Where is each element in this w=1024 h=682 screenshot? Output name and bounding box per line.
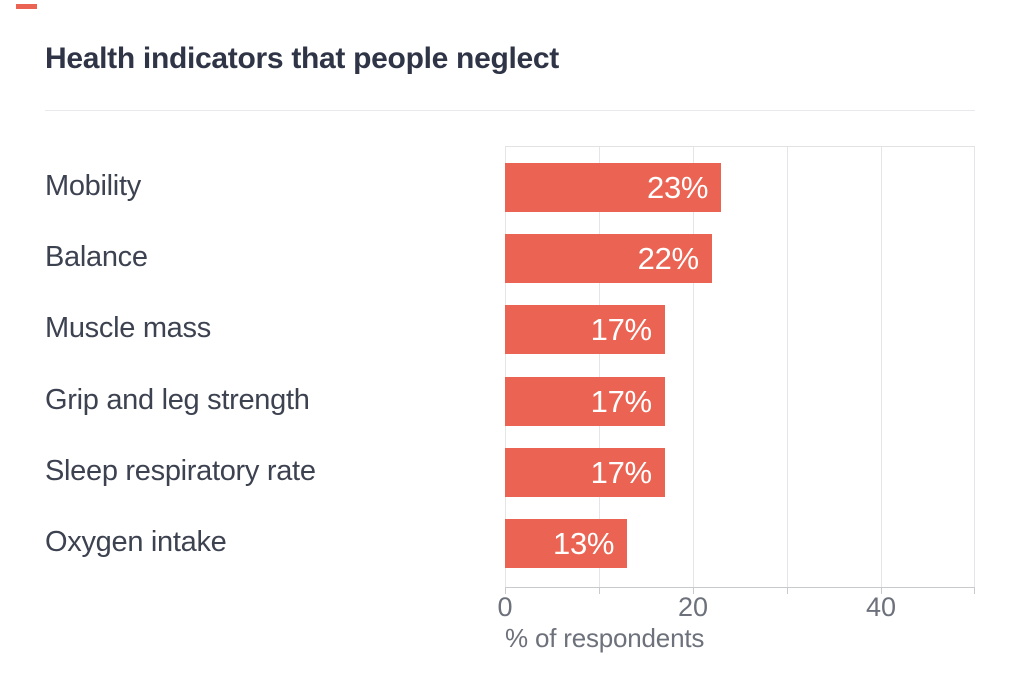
bar-muscle-mass: 17% bbox=[505, 305, 665, 355]
bar-value-label: 23% bbox=[647, 170, 709, 205]
gridline-20 bbox=[693, 147, 694, 587]
gridline-40 bbox=[881, 147, 882, 587]
bar-mobility: 23% bbox=[505, 163, 722, 212]
category-label-mobility: Mobility bbox=[45, 170, 141, 202]
axis-tick-50 bbox=[974, 588, 975, 594]
x-tick-label-0: 0 bbox=[497, 592, 513, 622]
chart-title: Health indicators that people neglect bbox=[45, 42, 559, 75]
axis-tick-10 bbox=[599, 588, 600, 594]
bar-sleep-respiratory-rate: 17% bbox=[505, 447, 665, 497]
axis-tick-30 bbox=[787, 588, 788, 594]
bar-value-label: 17% bbox=[590, 312, 652, 348]
accent-dash bbox=[16, 4, 37, 9]
axis-tick-20 bbox=[693, 588, 694, 594]
plot-area: 23% 22% 17% 17% 17% 13% bbox=[505, 146, 975, 594]
gridline-30 bbox=[787, 147, 788, 587]
x-tick-label-40: 40 bbox=[865, 592, 897, 622]
x-tick-label-20: 20 bbox=[677, 592, 709, 622]
category-label-grip-and-leg-strength: Grip and leg strength bbox=[45, 383, 310, 416]
bar-balance: 22% bbox=[505, 234, 712, 284]
bar-value-label: 17% bbox=[590, 454, 652, 490]
bar-oxygen-intake: 13% bbox=[505, 519, 628, 568]
gridline-10 bbox=[599, 147, 600, 587]
bar-grip-and-leg-strength: 17% bbox=[505, 376, 665, 426]
x-axis-label: % of respondents bbox=[505, 623, 705, 653]
bar-value-label: 22% bbox=[637, 241, 699, 277]
bar-value-label: 17% bbox=[590, 383, 652, 419]
bar-value-label: 13% bbox=[553, 526, 615, 561]
gridline-0 bbox=[505, 147, 506, 587]
category-label-balance: Balance bbox=[45, 241, 148, 274]
gridline-50 bbox=[974, 147, 975, 587]
axis-tick-40 bbox=[881, 588, 882, 594]
category-label-sleep-respiratory-rate: Sleep respiratory rate bbox=[45, 454, 316, 487]
axis-tick-0 bbox=[505, 588, 506, 594]
category-label-oxygen-intake: Oxygen intake bbox=[45, 526, 227, 558]
title-divider bbox=[45, 110, 975, 111]
category-label-muscle-mass: Muscle mass bbox=[45, 312, 211, 345]
